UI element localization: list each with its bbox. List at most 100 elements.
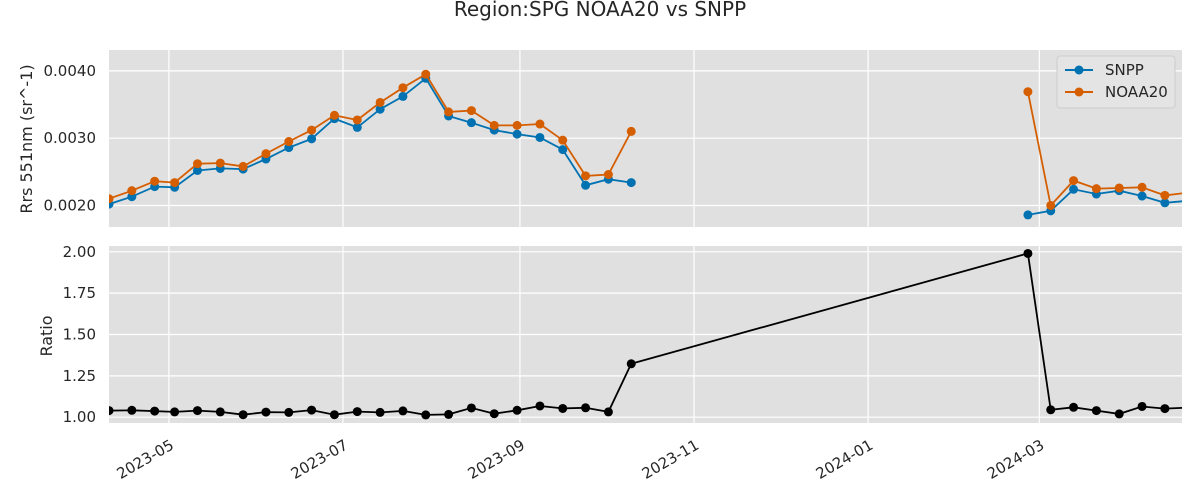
noaa20-data-point [1069,176,1079,186]
noaa20-data-point [1114,183,1124,193]
legend-noaa20-marker [1074,87,1084,97]
noaa20-data-point [375,97,385,107]
snpp-data-point [512,129,522,139]
ratio-data-point [1114,409,1124,419]
chart-title: Region:SPG NOAA20 vs SNPP [454,0,746,21]
noaa20-data-point [150,176,160,186]
bottom-panel-series [109,248,1192,420]
noaa20-data-point [238,161,248,171]
top-panel-series [109,69,1192,220]
top-y-tick-label: 0.0030 [44,129,97,147]
top-panel: 0.0020 0.0030 0.0040 Rrs 551nm (sr^-1) SNP… [17,50,1192,227]
bottom-y-tick-label: 2.00 [63,243,96,261]
noaa20-data-point [127,186,137,196]
noaa20-data-point [444,107,454,117]
noaa20-data-point [581,171,591,181]
snpp-data-point [398,91,408,101]
bottom-y-tick-label: 1.50 [63,326,96,344]
ratio-data-point [466,403,476,413]
bottom-panel: 1.00 1.25 1.50 1.75 2.00 Ratio [37,243,1192,426]
noaa20-data-point [109,194,114,204]
x-tick-label: 2024-03 [984,436,1047,483]
snpp-data-point [581,180,591,190]
noaa20-data-point [1046,200,1056,210]
bottom-y-axis-label: Ratio [37,315,56,356]
ratio-data-point [421,410,431,420]
ratio-data-point [444,409,454,419]
noaa20-data-point [421,69,431,79]
x-tick-label: 2023-07 [288,436,351,483]
x-axis-ticks: 2023-05 2023-07 2023-09 2023-11 2024-01 2024-… [114,436,1048,483]
ratio-data-point [603,407,613,417]
legend-snpp-label: SNPP [1105,61,1144,79]
ratio-data-point [307,405,317,415]
noaa20-series-line [109,72,632,200]
snpp-data-point [352,122,362,132]
noaa20-data-point [1183,188,1192,197]
snpp-data-point [535,132,545,142]
ratio-data-point [558,403,568,413]
ratio-data-point [329,410,339,420]
ratio-data-point [1091,406,1101,416]
ratio-data-point [1160,404,1170,414]
noaa20-data-point [603,170,613,180]
legend-noaa20-label: NOAA20 [1105,83,1168,101]
top-panel-y-ticks: 0.0020 0.0030 0.0040 [44,62,97,215]
noaa20-data-point [1091,184,1101,194]
noaa20-data-point [170,178,180,188]
top-y-tick-label: 0.0020 [44,196,97,214]
noaa20-data-point [1160,190,1170,200]
x-tick-label: 2023-05 [114,436,177,483]
snpp-data-point [1069,184,1079,194]
ratio-data-point [512,405,522,415]
ratio-data-point [581,403,591,413]
ratio-data-point [150,406,160,416]
ratio-data-point [375,407,385,417]
ratio-data-point [1183,403,1192,412]
ratio-data-point [398,406,408,416]
top-y-axis-label: Rrs 551nm (sr^-1) [17,64,36,213]
bottom-panel-y-ticks: 1.00 1.25 1.50 1.75 2.00 [63,243,96,426]
top-y-tick-label: 0.0040 [44,62,97,80]
snpp-data-point [626,178,636,188]
snpp-data-point [1160,198,1170,208]
snpp-data-point [192,165,202,175]
bottom-y-tick-label: 1.25 [63,367,96,385]
ratio-data-point [238,410,248,420]
ratio-data-point [489,409,499,419]
legend: SNPP NOAA20 [1056,55,1176,109]
noaa20-data-point [215,158,225,168]
noaa20-data-point [512,120,522,130]
noaa20-data-point [489,120,499,130]
snpp-data-point [466,118,476,128]
ratio-data-point [626,359,636,369]
ratio-data-point [1046,405,1056,415]
noaa20-data-point [284,137,294,147]
bottom-y-tick-label: 1.75 [63,284,96,302]
noaa20-data-point [626,126,636,136]
ratio-data-point [109,406,114,416]
noaa20-data-point [398,83,408,93]
ratio-data-point [1137,401,1147,411]
bottom-y-tick-label: 1.00 [63,408,96,426]
bottom-panel-grid [109,246,1182,423]
snpp-data-point [1023,210,1033,220]
snpp-data-point [307,134,317,144]
ratio-data-point [170,407,180,417]
ratio-data-point [1023,248,1033,258]
noaa20-data-point [1023,87,1033,97]
legend-snpp-marker [1074,65,1084,75]
noaa20-data-point [329,110,339,120]
ratio-data-point [261,407,271,417]
noaa20-data-point [307,125,317,135]
noaa20-data-point [558,135,568,145]
snpp-data-point [1183,196,1192,205]
noaa20-data-point [1137,182,1147,192]
noaa20-data-point [466,106,476,116]
ratio-data-point [1069,402,1079,412]
ratio-data-point [352,407,362,417]
ratio-data-point [215,407,225,417]
x-tick-label: 2023-11 [639,436,702,483]
snpp-data-point [1137,191,1147,201]
